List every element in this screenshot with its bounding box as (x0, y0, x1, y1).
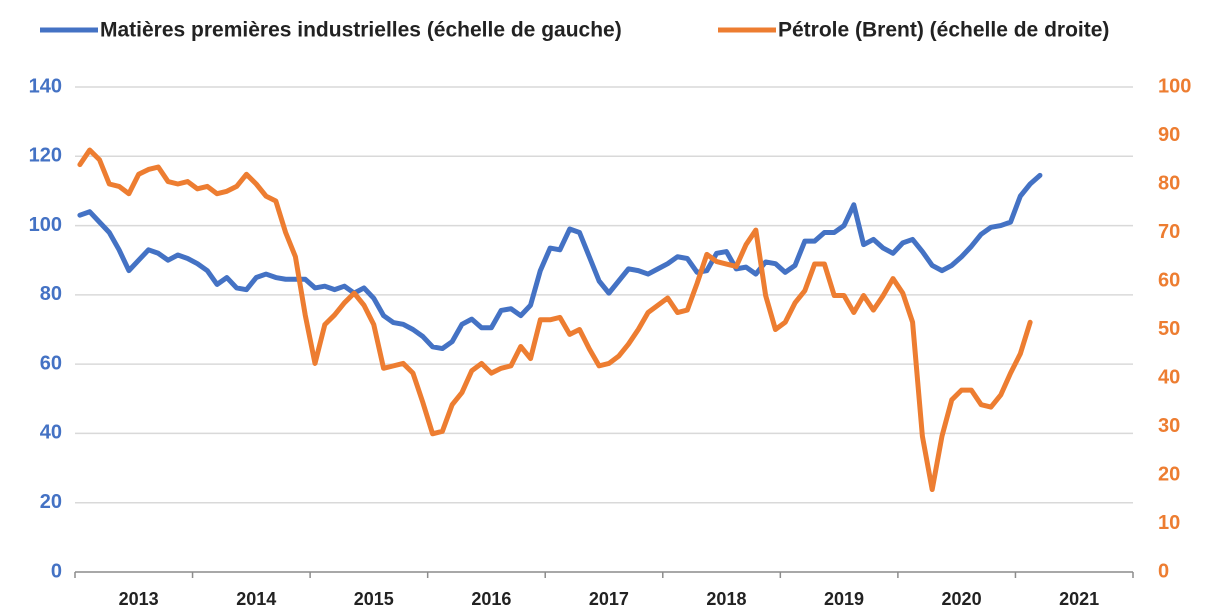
x-tick-label: 2016 (471, 589, 511, 609)
x-tick-label: 2015 (354, 589, 394, 609)
y2-tick-label: 50 (1158, 318, 1180, 340)
x-tick-label: 2013 (119, 589, 159, 609)
y-tick-label: 140 (29, 75, 62, 97)
x-tick-label: 2019 (824, 589, 864, 609)
x-tick-label: 2014 (236, 589, 276, 609)
x-tick-label: 2017 (589, 589, 629, 609)
y-tick-label: 100 (29, 214, 62, 236)
y2-tick-label: 100 (1158, 75, 1191, 97)
y2-tick-label: 0 (1158, 560, 1169, 582)
x-tick-label: 2018 (706, 589, 746, 609)
line-series (77, 147, 1033, 493)
y2-tick-label: 20 (1158, 463, 1180, 485)
y2-tick-label: 60 (1158, 269, 1180, 291)
x-tick-label: 2020 (942, 589, 982, 609)
y2-tick-label: 70 (1158, 221, 1180, 243)
y-tick-label: 80 (40, 283, 62, 305)
y2-tick-label: 90 (1158, 124, 1180, 146)
legend-label: Pétrole (Brent) (échelle de droite) (778, 19, 1109, 42)
y2-tick-label: 30 (1158, 415, 1180, 437)
y2-tick-label: 40 (1158, 366, 1180, 388)
y-tick-label: 60 (40, 352, 62, 374)
y-tick-label: 20 (40, 491, 62, 513)
y2-tick-label: 10 (1158, 512, 1180, 534)
y-tick-label: 0 (51, 560, 62, 582)
line-series (77, 172, 1043, 352)
x-tick-label: 2021 (1059, 589, 1099, 609)
legend-label: Matières premières industrielles (échell… (100, 19, 622, 42)
y-tick-label: 120 (29, 145, 62, 167)
y2-tick-label: 80 (1158, 172, 1180, 194)
y-tick-label: 40 (40, 422, 62, 444)
